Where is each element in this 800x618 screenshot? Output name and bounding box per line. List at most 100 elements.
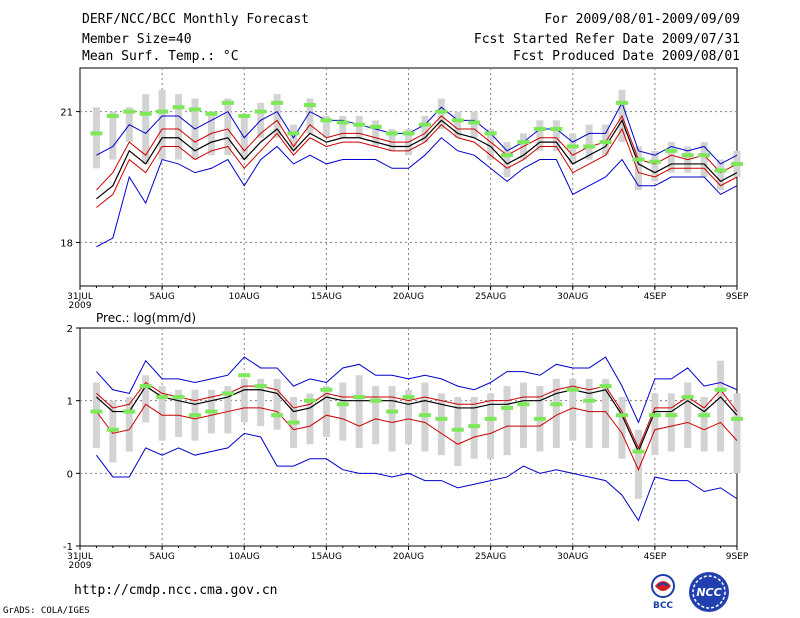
temp-spread-box (552, 120, 560, 151)
prec-observation-mark (632, 449, 645, 454)
temp-observation-mark (583, 144, 596, 149)
prec-observation-mark (188, 413, 201, 418)
footer-url[interactable]: http://cmdp.ncc.cma.gov.cn (74, 583, 278, 598)
temp-x-year-label: 2009 (69, 301, 92, 311)
prec-x-tick-label: 25AUG (475, 552, 506, 562)
temp-spread-box (651, 150, 659, 182)
temp-observation-mark (731, 161, 743, 166)
prec-spread-box (339, 382, 347, 441)
temp-observation-mark (501, 153, 514, 158)
temp-observation-mark (533, 127, 546, 132)
temp-x-tick-label: 30AUG (557, 292, 588, 302)
prec-mean-line (96, 385, 738, 454)
temp-spread-box (667, 142, 675, 173)
prec-x-year-label: 2009 (69, 561, 92, 571)
prec-x-tick-label: 10AUG (229, 552, 260, 562)
precipitation-chart: 31JUL 5AUG 10AUG 15AUG 20AUG 25AUG 30AUG 4SEP 9S… (63, 311, 749, 571)
prec-observation-mark (599, 384, 612, 389)
prec-y-tick-label: 1 (67, 397, 73, 408)
prec-spread-box (651, 393, 659, 456)
prec-observation-mark (501, 405, 514, 410)
temp-x-tick-label: 25AUG (475, 292, 506, 302)
prec-observation-mark (681, 395, 694, 400)
temp-x-tick-label: 4SEP (644, 292, 667, 302)
forecast-period-label: For 2009/08/01-2009/09/09 (544, 12, 740, 27)
prec-observation-mark (123, 409, 136, 414)
prec-observation-mark (698, 413, 711, 418)
prec-observation-mark (271, 413, 284, 418)
temp-spread-box (421, 115, 429, 143)
prec-observation-mark (353, 395, 366, 400)
prec-x-tick-label: 30AUG (557, 552, 588, 562)
prec-spread-box (322, 386, 330, 437)
temp-observation-mark (484, 131, 497, 136)
prec-observation-mark (90, 409, 103, 414)
temp-observation-mark (287, 131, 300, 136)
temp-observation-mark (205, 111, 218, 116)
prec-spread-box (142, 375, 150, 423)
prec-spread-box (503, 386, 511, 456)
temp-observation-mark (353, 122, 366, 127)
prec-observation-mark (106, 427, 119, 432)
temp-observation-mark (271, 100, 284, 105)
temp-min-line (96, 137, 738, 248)
temp-x-tick-label: 5AUG (149, 292, 174, 302)
bcc-logo-text: BCC (653, 601, 673, 611)
temp-mean-line (96, 118, 738, 200)
temp-observation-mark (188, 107, 201, 112)
fcst-started-label: Fcst Started Refer Date 2009/07/31 (473, 32, 740, 47)
prec-spread-box (602, 378, 610, 448)
temp-spread-box (487, 129, 495, 160)
temp-observation-mark (156, 109, 169, 114)
prec-spread-box (372, 386, 380, 445)
prec-spread-box (175, 389, 183, 437)
prec-spread-box (306, 393, 314, 445)
temp-spread-box (388, 129, 396, 151)
prec-observation-mark (550, 402, 563, 407)
prec-spread-box (618, 397, 626, 459)
prec-observation-mark (369, 398, 382, 403)
temp-spread-box (273, 94, 281, 138)
temp-y-tick-label: 18 (60, 238, 73, 249)
temp-spread-box (322, 115, 330, 138)
ncc-logo: NCC (689, 572, 729, 612)
prec-upper-line (96, 381, 738, 450)
temp-spread-box (454, 111, 462, 138)
prec-x-tick-label: 15AUG (311, 552, 342, 562)
temp-spread-box (339, 115, 347, 138)
temperature-chart: 31JUL 5AUG 10AUG 15AUG 20AUG 25AUG 30AUG 4SEP 9S… (60, 67, 749, 311)
prec-observation-mark (320, 387, 333, 392)
temp-spread-box (142, 94, 150, 164)
temp-x-tick-label: 9SEP (726, 292, 749, 302)
bcc-logo: BCC (651, 574, 675, 611)
temp-observation-mark (648, 159, 661, 164)
prec-observation-mark (303, 398, 316, 403)
temp-observation-mark (418, 122, 431, 127)
temp-lower-line (96, 124, 738, 208)
prec-spread-box (667, 393, 675, 452)
temp-spread-box (700, 142, 708, 177)
temp-spread-box (569, 133, 577, 164)
prec-observation-mark (731, 416, 743, 421)
prec-spread-box (388, 386, 396, 452)
prec-spread-box (158, 386, 166, 441)
temp-observation-mark (336, 120, 349, 125)
prec-observation-mark (566, 387, 579, 392)
prec-spread-box (273, 378, 281, 430)
prec-observation-mark (517, 402, 530, 407)
prec-y-tick-label: 2 (67, 324, 73, 335)
temp-observation-mark (616, 100, 629, 105)
prec-y-tick-label: 0 (67, 469, 73, 480)
temp-spread-box (536, 120, 544, 151)
temp-observation-mark (599, 140, 612, 145)
prec-observation-mark (172, 395, 185, 400)
grads-credit: GrADS: COLA/IGES (3, 606, 90, 616)
prec-observation-mark (205, 409, 218, 414)
prec-spread-box (257, 378, 265, 427)
temp-spread-box (437, 98, 445, 130)
temp-observation-mark (320, 118, 333, 123)
prec-observation-mark (139, 384, 152, 389)
prec-observation-mark (484, 416, 497, 421)
temp-x-tick-label: 20AUG (393, 292, 424, 302)
prec-spread-box (240, 378, 248, 423)
